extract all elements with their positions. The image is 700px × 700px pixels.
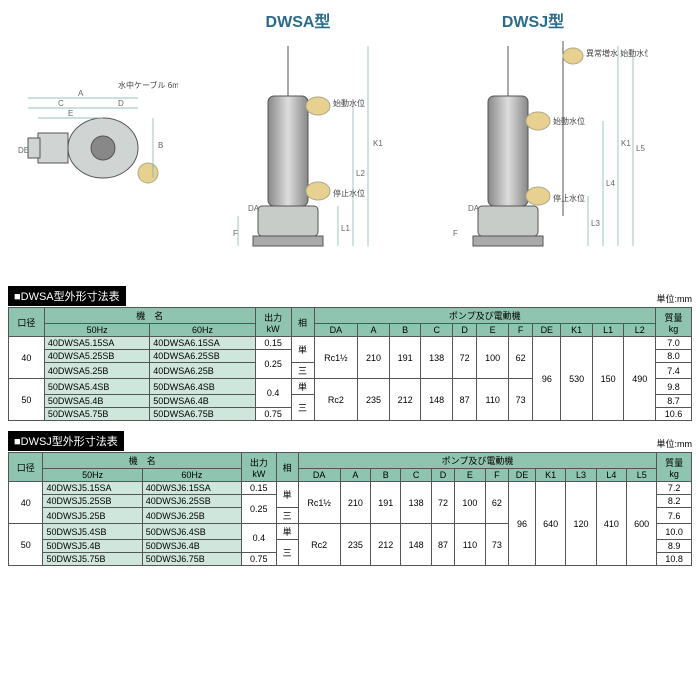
dwsj-table-title: ■DWSJ型外形寸法表 [8, 431, 124, 451]
top-view-svg: A C D E B DE 水中ケーブル 6m [8, 68, 178, 208]
dwsa-table: 口径機 名出力 kW相ポンプ及び電動機質量 kg50Hz60HzDAABCDEF… [8, 307, 692, 421]
svg-text:L4: L4 [606, 179, 615, 188]
dwsj-title: DWSJ型 [502, 8, 564, 32]
svg-text:停止水位: 停止水位 [333, 188, 365, 198]
dwsj-table: 口径機 名出力 kW相ポンプ及び電動機質量 kg50Hz60HzDAABCDEF… [8, 452, 692, 566]
svg-text:B: B [158, 141, 163, 150]
table-row: 4040DWSJ5.15SA40DWSJ6.15SA0.15単Rc1½21019… [9, 482, 692, 495]
diagrams-row: A C D E B DE 水中ケーブル 6m DWSA型 [8, 8, 692, 276]
dwsa-svg: K1 L2 L1 F DA 始動水位 停止水位 [198, 36, 398, 276]
svg-text:L5: L5 [636, 144, 645, 153]
svg-text:L3: L3 [591, 219, 600, 228]
cable-label: 水中ケーブル 6m [118, 80, 178, 90]
svg-text:停止水位: 停止水位 [553, 193, 585, 203]
top-view-diagram: A C D E B DE 水中ケーブル 6m [8, 68, 178, 276]
svg-text:F: F [233, 229, 238, 238]
svg-text:K1: K1 [373, 139, 383, 148]
svg-text:K1: K1 [621, 139, 631, 148]
dwsj-svg: K1 L5 L4 L3 F DA 異常増水 始動水位 始動水位 停止水位 [418, 36, 648, 276]
dwsa-title: DWSA型 [266, 8, 331, 32]
svg-text:L1: L1 [341, 224, 350, 233]
table-row: 4040DWSA5.15SA40DWSA6.15SA0.15単Rc1½21019… [9, 337, 692, 350]
svg-text:始動水位: 始動水位 [333, 98, 365, 108]
svg-text:D: D [118, 99, 124, 108]
svg-text:DA: DA [468, 204, 480, 213]
dwsa-table-title: ■DWSA型外形寸法表 [8, 286, 126, 306]
dwsj-section: ■DWSJ型外形寸法表 単位:mm 口径機 名出力 kW相ポンプ及び電動機質量 … [8, 431, 692, 566]
dwsa-diagram: DWSA型 K1 [198, 8, 398, 276]
svg-text:DE: DE [18, 146, 29, 155]
svg-text:DA: DA [248, 204, 260, 213]
dwsa-section: ■DWSA型外形寸法表 単位:mm 口径機 名出力 kW相ポンプ及び電動機質量 … [8, 286, 692, 421]
svg-text:始動水位: 始動水位 [553, 116, 585, 126]
svg-text:異常増水 始動水位: 異常増水 始動水位 [586, 48, 648, 58]
svg-text:L2: L2 [356, 169, 365, 178]
svg-text:A: A [78, 89, 84, 98]
svg-text:F: F [453, 229, 458, 238]
svg-text:C: C [58, 99, 64, 108]
svg-text:E: E [68, 109, 73, 118]
dwsj-diagram: DWSJ型 K1 L5 L4 L3 F DA [418, 8, 648, 276]
